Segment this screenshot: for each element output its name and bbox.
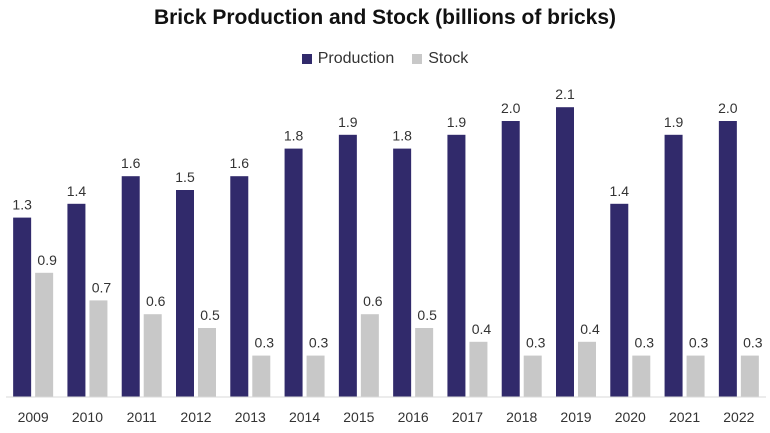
data-label-production-2012: 1.5 <box>175 169 195 185</box>
data-label-stock-2020: 0.3 <box>635 335 655 351</box>
data-label-stock-2018: 0.3 <box>526 335 546 351</box>
x-tick-label-2018: 2018 <box>506 409 537 425</box>
bars-group <box>13 107 759 398</box>
bar-stock-2013 <box>252 355 271 397</box>
x-tick-label-2017: 2017 <box>452 409 483 425</box>
data-label-stock-2010: 0.7 <box>92 279 112 295</box>
bar-stock-2017 <box>469 341 488 397</box>
bar-production-2020 <box>610 203 629 397</box>
bar-stock-2012 <box>198 328 216 397</box>
x-tick-label-2010: 2010 <box>72 409 103 425</box>
legend-swatch-production <box>301 54 312 64</box>
data-label-production-2018: 2.0 <box>501 100 521 116</box>
x-tick-label-2012: 2012 <box>180 409 211 425</box>
legend-label-production: Production <box>317 50 395 67</box>
x-tick-label-2021: 2021 <box>669 409 700 425</box>
bar-production-2012 <box>176 190 194 397</box>
bar-stock-2021 <box>686 355 705 397</box>
data-label-production-2009: 1.3 <box>12 197 32 213</box>
bar-production-2022 <box>718 121 737 397</box>
bar-production-2021 <box>664 134 683 398</box>
bar-stock-2019 <box>578 341 596 397</box>
data-label-production-2022: 2.0 <box>718 100 738 116</box>
x-tick-label-2014: 2014 <box>289 409 320 425</box>
data-label-production-2010: 1.4 <box>67 183 87 199</box>
bar-stock-2011 <box>143 314 162 397</box>
data-label-stock-2017: 0.4 <box>472 321 492 337</box>
data-label-production-2014: 1.8 <box>284 128 304 144</box>
data-label-stock-2009: 0.9 <box>37 252 57 268</box>
data-label-production-2016: 1.8 <box>392 128 412 144</box>
legend-item-production: Production <box>301 50 395 68</box>
x-tick-label-2009: 2009 <box>18 409 49 425</box>
data-label-production-2021: 1.9 <box>664 114 684 130</box>
data-label-stock-2022: 0.3 <box>743 335 763 351</box>
x-tick-label-2022: 2022 <box>723 409 754 425</box>
legend: Production Stock <box>0 50 770 68</box>
data-label-stock-2021: 0.3 <box>689 335 709 351</box>
x-tick-label-2013: 2013 <box>235 409 266 425</box>
x-tick-label-2011: 2011 <box>127 409 157 425</box>
bar-production-2011 <box>121 176 140 397</box>
data-label-stock-2011: 0.6 <box>146 293 166 309</box>
bar-stock-2014 <box>306 355 325 397</box>
legend-swatch-stock <box>412 54 423 64</box>
x-tick-label-2019: 2019 <box>560 409 591 425</box>
x-tick-label-2020: 2020 <box>615 409 646 425</box>
bar-production-2010 <box>67 203 86 397</box>
bar-stock-2009 <box>35 272 54 397</box>
data-label-stock-2014: 0.3 <box>309 335 329 351</box>
x-tick-label-2015: 2015 <box>343 409 374 425</box>
bar-production-2013 <box>230 176 249 397</box>
bar-stock-2016 <box>415 328 434 397</box>
bar-stock-2015 <box>360 314 379 397</box>
bar-stock-2010 <box>89 300 108 397</box>
x-tick-label-2016: 2016 <box>398 409 429 425</box>
data-label-production-2017: 1.9 <box>447 114 467 130</box>
bar-production-2018 <box>501 121 520 397</box>
chart-title: Brick Production and Stock (billions of … <box>153 6 617 29</box>
labels-group: 1.3 0.9 2009 1.4 0.7 2010 1.6 0.6 2011 1.5 0.5 2012… <box>12 86 762 425</box>
bar-production-2014 <box>284 148 303 397</box>
bar-production-2015 <box>338 134 357 398</box>
data-label-production-2013: 1.6 <box>230 155 250 171</box>
data-label-production-2015: 1.9 <box>338 114 358 130</box>
data-label-production-2020: 1.4 <box>610 183 630 199</box>
bar-production-2017 <box>447 134 466 398</box>
bar-stock-2022 <box>740 355 759 397</box>
bar-production-2009 <box>13 217 32 397</box>
data-label-stock-2016: 0.5 <box>417 307 437 323</box>
data-label-stock-2012: 0.5 <box>200 307 220 323</box>
data-label-production-2011: 1.6 <box>121 155 141 171</box>
bar-production-2019 <box>556 107 574 397</box>
legend-label-stock: Stock <box>428 50 469 67</box>
legend-item-stock: Stock <box>412 50 468 68</box>
bar-stock-2018 <box>523 355 542 397</box>
bar-stock-2020 <box>632 355 651 397</box>
data-label-stock-2015: 0.6 <box>363 293 383 309</box>
data-label-stock-2013: 0.3 <box>255 335 275 351</box>
data-label-production-2019: 2.1 <box>555 86 575 102</box>
bar-production-2016 <box>393 148 412 397</box>
data-label-stock-2019: 0.4 <box>580 321 600 337</box>
